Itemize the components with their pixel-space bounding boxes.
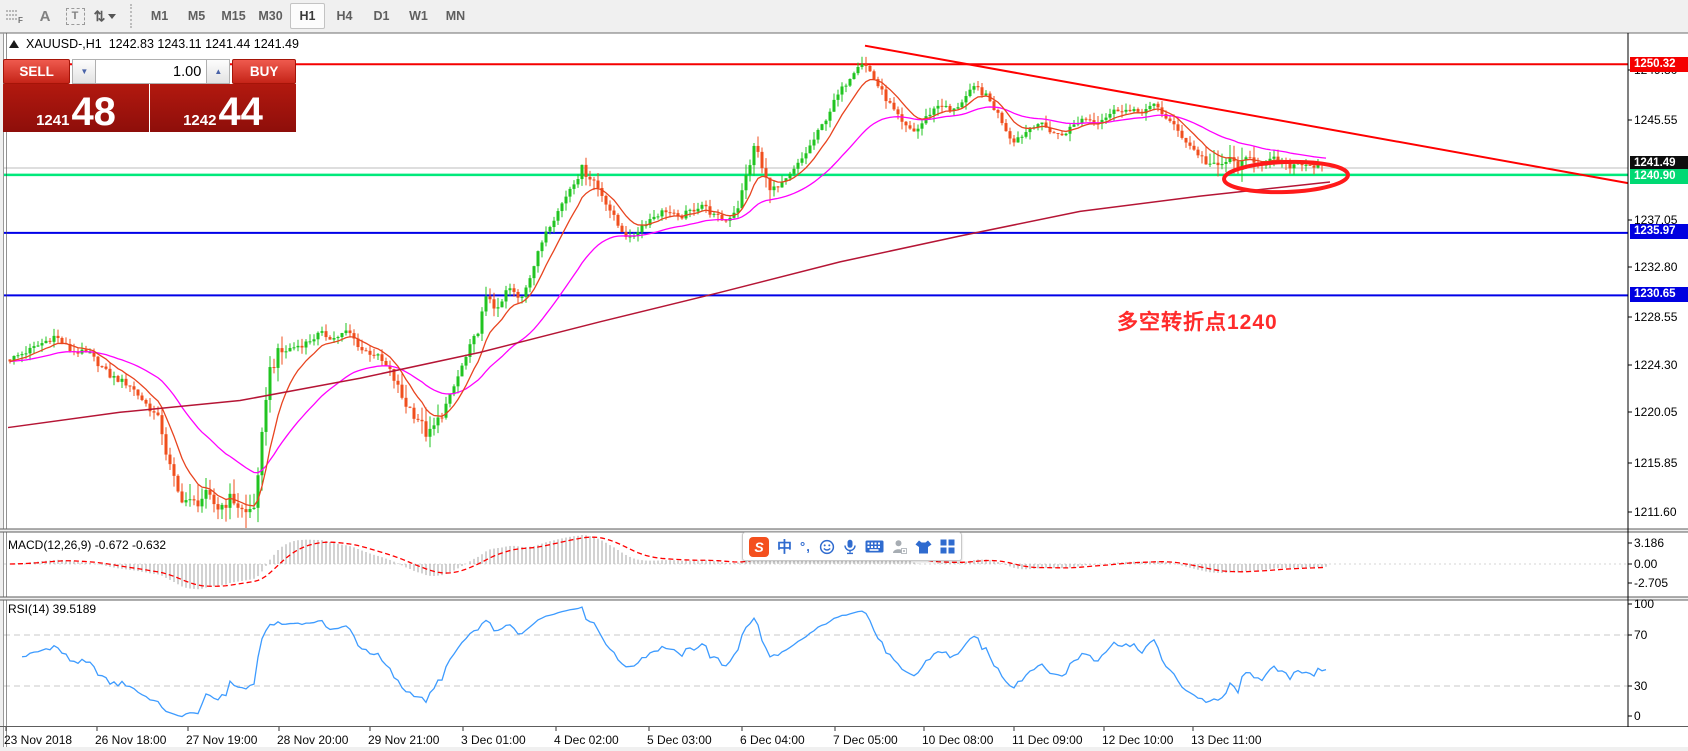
triangle-up-icon (9, 40, 19, 48)
sell-button[interactable]: SELL (3, 59, 71, 84)
grid-f-icon[interactable]: F (2, 4, 28, 28)
label-tool-glyph: T (65, 7, 85, 25)
price-tick-1211.60: 1211.60 (1634, 505, 1677, 519)
punctuation-icon[interactable]: °, (800, 539, 811, 554)
price-badge-1235.97: 1235.97 (1630, 224, 1688, 239)
timeframe-mn[interactable]: MN (445, 9, 466, 23)
toolbar-grip[interactable] (130, 4, 133, 28)
sell-price-display[interactable]: 1241 48 (3, 84, 149, 132)
timeframe-m30[interactable]: M30 (258, 9, 283, 23)
price-badge-1241.49: 1241.49 (1630, 156, 1688, 171)
toolbox-icon[interactable] (940, 539, 955, 554)
time-label: 23 Nov 2018 (4, 733, 73, 747)
annotation-text: 多空转折点1240 (1117, 311, 1278, 334)
price-badge-1230.65: 1230.65 (1630, 287, 1688, 302)
grid-f-glyph: F (6, 10, 23, 24)
time-label: 3 Dec 01:00 (461, 733, 526, 747)
text-tool-glyph: A (39, 7, 51, 25)
timeframe-h4[interactable]: H4 (336, 9, 353, 23)
emoji-icon[interactable] (819, 539, 835, 555)
sell-price-pips: 48 (71, 90, 116, 134)
buy-price-pips: 44 (218, 90, 263, 134)
label-tool-icon[interactable]: T (62, 4, 88, 28)
chevron-down-icon (108, 13, 117, 19)
time-label: 28 Nov 20:00 (277, 733, 349, 747)
time-label: 27 Nov 19:00 (186, 733, 258, 747)
price-tick-1232.80: 1232.80 (1634, 260, 1678, 274)
rsi-tick-70: 70 (1634, 628, 1648, 642)
time-label: 10 Dec 08:00 (922, 733, 994, 747)
price-tick-1224.30: 1224.30 (1634, 358, 1678, 372)
buy-price-main: 1242 (183, 112, 217, 129)
macd-label: MACD(12,26,9) -0.672 -0.632 (8, 538, 167, 552)
price-tick-1220.05: 1220.05 (1634, 405, 1678, 419)
volume-stepper: ▼ ▲ (72, 59, 231, 84)
keyboard-icon[interactable] (865, 540, 884, 553)
time-label: 13 Dec 11:00 (1191, 733, 1262, 747)
price-badge-1250.32: 1250.32 (1630, 57, 1688, 72)
ohlc-values: 1242.83 1243.11 1241.44 1241.49 (108, 37, 299, 51)
macd-tick-3.186: 3.186 (1634, 536, 1665, 550)
skin-icon[interactable] (915, 540, 932, 554)
volume-input[interactable] (96, 59, 207, 84)
time-label: 11 Dec 09:00 (1012, 733, 1083, 747)
time-label: 26 Nov 18:00 (95, 733, 167, 747)
time-label: 29 Nov 21:00 (368, 733, 440, 747)
price-badge-1240.90: 1240.90 (1630, 169, 1688, 184)
account-icon[interactable] (892, 539, 907, 554)
macd-tick--2.705: -2.705 (1634, 576, 1669, 590)
volume-increase-button[interactable]: ▲ (206, 59, 231, 84)
text-tool-icon[interactable]: A (32, 4, 58, 28)
timeframe-h1[interactable]: H1 (290, 3, 325, 29)
time-label: 12 Dec 10:00 (1102, 733, 1174, 747)
sell-price-main: 1241 (36, 112, 70, 129)
cycler-icon[interactable]: ⇅ (92, 4, 118, 28)
rsi-tick-0: 0 (1634, 709, 1641, 723)
cycler-glyph: ⇅ (93, 7, 106, 24)
buy-button[interactable]: BUY (232, 59, 296, 84)
time-label: 7 Dec 05:00 (833, 733, 898, 747)
sogou-logo-icon[interactable]: S (749, 536, 769, 557)
price-tick-1228.55: 1228.55 (1634, 310, 1678, 324)
timeframe-buttons: M1 M5 M15 M30 H1 H4 D1 W1 MN (141, 3, 474, 29)
timeframe-m1[interactable]: M1 (150, 9, 169, 23)
ime-toolbar: S 中 °, (742, 532, 962, 561)
timeframe-m15[interactable]: M15 (221, 9, 246, 23)
rsi-tick-30: 30 (1634, 679, 1648, 693)
price-tick-1237.05: 1237.05 (1634, 213, 1678, 227)
toolbar: F A T ⇅ M1 M5 M15 M30 H1 H4 D1 W1 MN (0, 0, 1688, 32)
timeframe-w1[interactable]: W1 (409, 9, 428, 23)
rsi-label: RSI(14) 39.5189 (8, 602, 97, 616)
chinese-mode-icon[interactable]: 中 (777, 539, 793, 556)
macd-tick-0.00: 0.00 (1634, 557, 1658, 571)
timeframe-m5[interactable]: M5 (187, 9, 206, 23)
timeframe-d1[interactable]: D1 (373, 9, 390, 23)
price-tick-1245.55: 1245.55 (1634, 113, 1678, 127)
chart-title: XAUUSD-,H1 1242.83 1243.11 1241.44 1241.… (9, 37, 299, 51)
time-label: 5 Dec 03:00 (647, 733, 712, 747)
time-label: 4 Dec 02:00 (554, 733, 619, 747)
rsi-tick-100: 100 (1634, 597, 1655, 611)
volume-decrease-button[interactable]: ▼ (72, 59, 97, 84)
time-label: 6 Dec 04:00 (740, 733, 805, 747)
buy-price-display[interactable]: 1242 44 (150, 84, 296, 132)
symbol-label: XAUUSD-,H1 (26, 37, 102, 51)
price-tick-1215.85: 1215.85 (1634, 456, 1678, 470)
microphone-icon[interactable] (843, 539, 857, 555)
trade-panel: SELL ▼ ▲ BUY 1241 48 1242 44 (3, 59, 296, 132)
svg-text:F: F (18, 16, 23, 24)
